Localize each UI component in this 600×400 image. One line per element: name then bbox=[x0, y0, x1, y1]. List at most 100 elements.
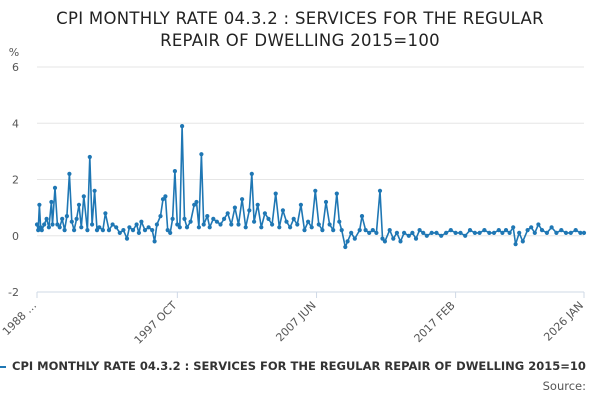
data-point-137 bbox=[467, 228, 473, 233]
data-point-20 bbox=[76, 202, 82, 207]
data-point-141 bbox=[487, 230, 492, 235]
data-point-33 bbox=[114, 225, 119, 230]
data-point-17 bbox=[69, 219, 74, 224]
data-point-62 bbox=[196, 225, 201, 230]
data-point-125 bbox=[413, 236, 419, 241]
data-point-120 bbox=[394, 230, 399, 235]
data-point-81 bbox=[259, 225, 264, 230]
legend[interactable]: CPI MONTHLY RATE 04.3.2 : SERVICES FOR T… bbox=[0, 358, 600, 376]
data-point-152 bbox=[529, 225, 534, 230]
data-point-84 bbox=[270, 222, 275, 227]
data-point-23 bbox=[85, 228, 90, 233]
data-point-163 bbox=[578, 230, 583, 235]
data-point-156 bbox=[544, 230, 550, 235]
data-point-99 bbox=[323, 199, 329, 205]
data-point-63 bbox=[199, 152, 204, 157]
data-point-121 bbox=[398, 239, 403, 244]
data-point-75 bbox=[240, 197, 245, 202]
data-point-51 bbox=[168, 230, 173, 235]
data-point-108 bbox=[352, 236, 357, 241]
data-point-85 bbox=[273, 191, 278, 196]
data-point-140 bbox=[482, 228, 487, 233]
data-point-52 bbox=[170, 216, 175, 221]
data-point-146 bbox=[507, 230, 512, 235]
data-point-58 bbox=[184, 225, 190, 230]
data-point-145 bbox=[503, 228, 509, 233]
y-tick-label-4: 6 bbox=[12, 61, 19, 74]
data-point-45 bbox=[152, 239, 157, 244]
data-point-48 bbox=[160, 197, 166, 202]
data-point-135 bbox=[458, 230, 463, 235]
data-point-134 bbox=[453, 230, 458, 235]
data-point-50 bbox=[165, 228, 170, 233]
data-point-149 bbox=[517, 230, 522, 235]
data-point-132 bbox=[444, 230, 449, 235]
data-point-124 bbox=[410, 230, 415, 235]
data-point-93 bbox=[302, 228, 307, 233]
data-point-56 bbox=[180, 124, 185, 129]
data-point-98 bbox=[320, 228, 325, 233]
data-point-104 bbox=[339, 228, 344, 233]
data-point-6 bbox=[44, 216, 49, 221]
data-point-55 bbox=[177, 225, 182, 230]
data-point-107 bbox=[349, 230, 354, 235]
data-point-91 bbox=[295, 222, 300, 227]
data-point-16 bbox=[67, 171, 72, 176]
data-point-153 bbox=[532, 230, 537, 235]
data-point-41 bbox=[139, 219, 144, 224]
data-point-160 bbox=[563, 230, 569, 235]
data-point-154 bbox=[536, 222, 541, 227]
y-tick-label-3: 4 bbox=[12, 117, 19, 130]
data-point-49 bbox=[163, 194, 168, 199]
data-point-73 bbox=[232, 205, 237, 210]
data-point-26 bbox=[92, 188, 97, 193]
data-point-155 bbox=[539, 228, 545, 233]
data-point-40 bbox=[136, 230, 141, 235]
data-point-130 bbox=[434, 230, 439, 235]
data-point-21 bbox=[79, 225, 84, 230]
data-point-97 bbox=[316, 222, 321, 227]
data-point-42 bbox=[142, 228, 148, 233]
data-point-83 bbox=[266, 216, 271, 221]
chart-title-line-2: REPAIR OF DWELLING 2015=100 bbox=[160, 31, 440, 50]
data-point-72 bbox=[229, 222, 234, 227]
y-axis-label: % bbox=[9, 46, 19, 59]
data-point-57 bbox=[182, 216, 187, 221]
data-point-115 bbox=[377, 188, 383, 193]
data-point-53 bbox=[172, 169, 177, 174]
data-point-15 bbox=[64, 214, 69, 219]
x-tick-label-1: 1997 OCT bbox=[132, 299, 180, 347]
data-point-86 bbox=[277, 225, 282, 230]
data-point-90 bbox=[291, 216, 296, 221]
data-point-61 bbox=[194, 199, 199, 205]
data-point-148 bbox=[513, 242, 518, 247]
data-point-44 bbox=[150, 228, 155, 233]
data-point-2 bbox=[37, 202, 42, 207]
chart-title-line-1: CPI MONTHLY RATE 04.3.2 : SERVICES FOR T… bbox=[56, 9, 544, 28]
x-tick-label-3: 2017 FEB bbox=[412, 299, 458, 345]
data-point-79 bbox=[252, 219, 257, 224]
data-point-18 bbox=[72, 228, 77, 233]
y-tick-label-1: 0 bbox=[12, 230, 19, 243]
data-point-74 bbox=[236, 222, 241, 227]
data-point-106 bbox=[345, 239, 350, 244]
data-point-159 bbox=[559, 228, 564, 233]
data-point-28 bbox=[97, 225, 102, 230]
data-point-38 bbox=[130, 228, 136, 233]
data-point-133 bbox=[448, 228, 453, 233]
data-point-103 bbox=[337, 219, 342, 224]
data-point-59 bbox=[188, 219, 193, 224]
data-point-143 bbox=[496, 228, 501, 233]
data-point-46 bbox=[154, 222, 159, 227]
data-point-14 bbox=[62, 228, 67, 233]
data-point-29 bbox=[100, 228, 105, 233]
data-point-7 bbox=[46, 225, 52, 230]
data-point-25 bbox=[90, 222, 95, 227]
data-point-24 bbox=[87, 154, 92, 160]
y-tick-label-0: -2 bbox=[8, 286, 19, 299]
data-point-71 bbox=[225, 211, 230, 216]
data-point-34 bbox=[117, 230, 122, 235]
data-point-68 bbox=[214, 219, 219, 224]
data-point-78 bbox=[249, 171, 254, 176]
data-point-70 bbox=[222, 216, 227, 221]
